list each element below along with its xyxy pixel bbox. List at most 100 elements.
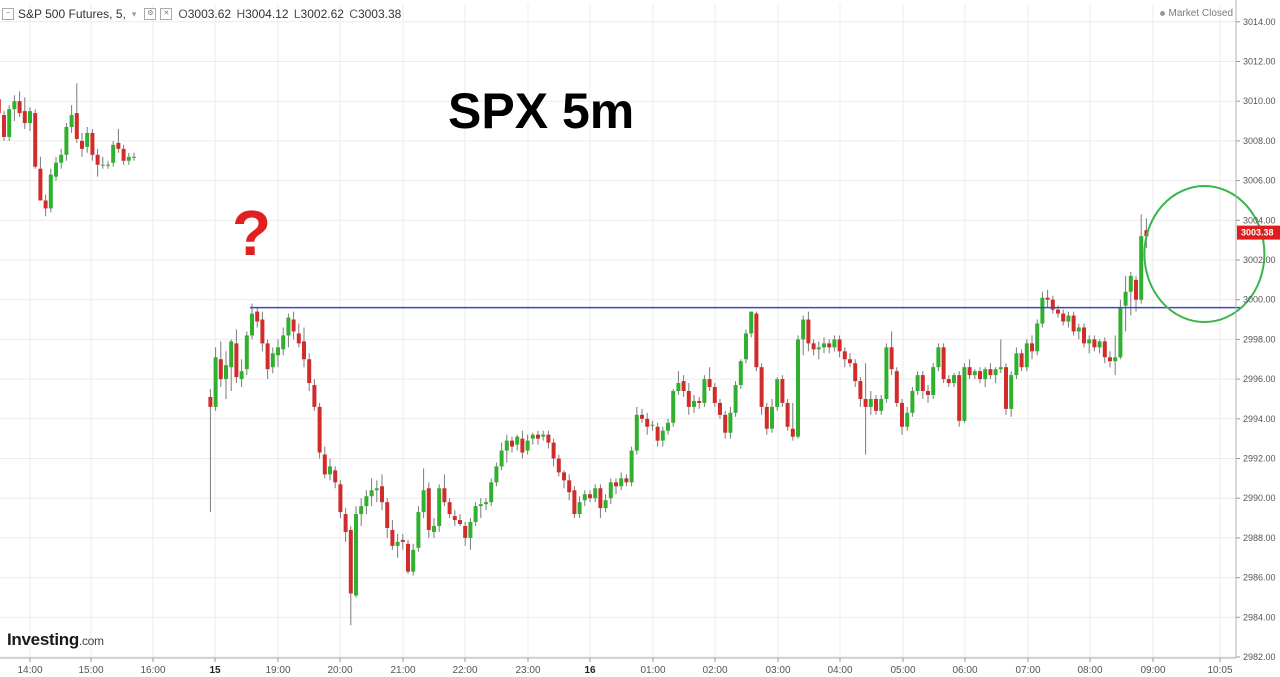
low-value: 3002.62	[300, 7, 344, 21]
x-tick-label: 16	[584, 665, 596, 676]
candle-body	[369, 490, 374, 497]
candle-body	[302, 341, 306, 360]
close-value: 3003.38	[357, 7, 402, 21]
candle-body	[296, 333, 301, 344]
candle-body	[406, 543, 410, 572]
candle-body	[328, 466, 332, 475]
candle-body	[728, 412, 733, 433]
candle-body	[510, 440, 514, 447]
candle-body	[744, 333, 748, 360]
candle-body	[374, 488, 379, 491]
high-value: 3004.12	[245, 7, 289, 21]
candle-body	[281, 335, 286, 350]
candle-body	[7, 109, 12, 137]
candle-body	[1009, 375, 1014, 409]
candle-body	[484, 502, 488, 505]
x-tick-label: 15:00	[78, 665, 103, 676]
close-icon[interactable]: ✕	[160, 8, 173, 20]
price-tag-label: 3003.38	[1241, 228, 1274, 238]
grid	[0, 4, 1236, 658]
candle-body	[48, 174, 53, 209]
x-tick-label: 10:05	[1207, 665, 1232, 676]
candle-body	[988, 369, 993, 376]
candle-body	[458, 520, 462, 525]
candle-body	[38, 168, 43, 201]
candle-body	[1097, 341, 1102, 348]
candle-body	[1087, 339, 1092, 344]
candle-body	[603, 500, 608, 509]
candle-body	[837, 339, 842, 352]
candle-body	[106, 164, 110, 166]
high-label: H	[236, 7, 246, 21]
candle-body	[759, 367, 764, 407]
brand-suffix: .com	[78, 634, 104, 648]
candle-body	[421, 490, 426, 513]
candle-body	[400, 539, 405, 542]
candle-body	[90, 132, 95, 155]
x-tick-label: 06:00	[952, 665, 977, 676]
candle-body	[978, 371, 982, 380]
candle-body	[998, 367, 1003, 370]
candle-body	[432, 525, 436, 532]
candle-body	[567, 480, 572, 493]
candle-body	[126, 156, 131, 161]
candle-body	[250, 313, 254, 336]
candle-body	[1050, 299, 1055, 310]
candle-body	[660, 430, 665, 441]
candle-body	[504, 440, 509, 451]
x-tick-label: 03:00	[765, 665, 790, 676]
candle-body	[121, 148, 126, 161]
candle-body	[286, 317, 291, 336]
candle-body	[132, 156, 136, 158]
candle-body	[733, 385, 738, 413]
candle-body	[640, 414, 644, 419]
candle-body	[224, 365, 228, 380]
candle-body	[64, 127, 69, 155]
candle-body	[790, 428, 795, 437]
candle-body	[614, 482, 618, 487]
candle-body	[952, 375, 956, 384]
candle-body	[588, 494, 592, 499]
candle-body	[723, 414, 728, 433]
candle-body	[515, 436, 520, 445]
candle-body	[343, 514, 348, 532]
candle-body	[499, 450, 504, 467]
candle-body	[1128, 275, 1133, 292]
candle-body	[806, 319, 811, 344]
candle-body	[59, 154, 64, 163]
settings-icon[interactable]: ⚙	[144, 8, 157, 20]
candle-body	[780, 379, 785, 403]
candle-body	[915, 375, 920, 392]
chevron-down-icon[interactable]: ▾	[131, 8, 137, 19]
candle-body	[920, 375, 925, 392]
candle-body	[468, 522, 473, 538]
candle-body	[863, 398, 868, 407]
candle-body	[359, 506, 364, 515]
x-tick-label: 20:00	[327, 665, 352, 676]
candle-body	[702, 379, 707, 403]
y-tick-label: 3006.00	[1243, 176, 1276, 186]
y-tick-label: 2984.00	[1243, 612, 1276, 622]
y-tick-label: 3000.00	[1243, 295, 1276, 305]
x-tick-label: 23:00	[515, 665, 540, 676]
candle-body	[229, 341, 234, 368]
candle-body	[666, 422, 670, 431]
candle-body	[629, 450, 634, 483]
candle-body	[811, 343, 816, 350]
candle-body	[562, 472, 566, 481]
x-tick-label: 02:00	[702, 665, 727, 676]
candle-body	[993, 369, 998, 376]
status-dot-icon	[1159, 10, 1165, 16]
candle-body	[213, 357, 218, 407]
collapse-square-icon[interactable]: −	[2, 8, 14, 20]
candle-body	[796, 339, 800, 437]
candle-body	[1004, 367, 1008, 409]
candle-body	[775, 379, 780, 407]
x-tick-label: 19:00	[265, 665, 290, 676]
candle-body	[2, 115, 6, 137]
candle-body	[74, 113, 79, 139]
candle-body	[390, 529, 395, 546]
candle-body	[1076, 327, 1081, 332]
candle-body	[255, 311, 260, 322]
